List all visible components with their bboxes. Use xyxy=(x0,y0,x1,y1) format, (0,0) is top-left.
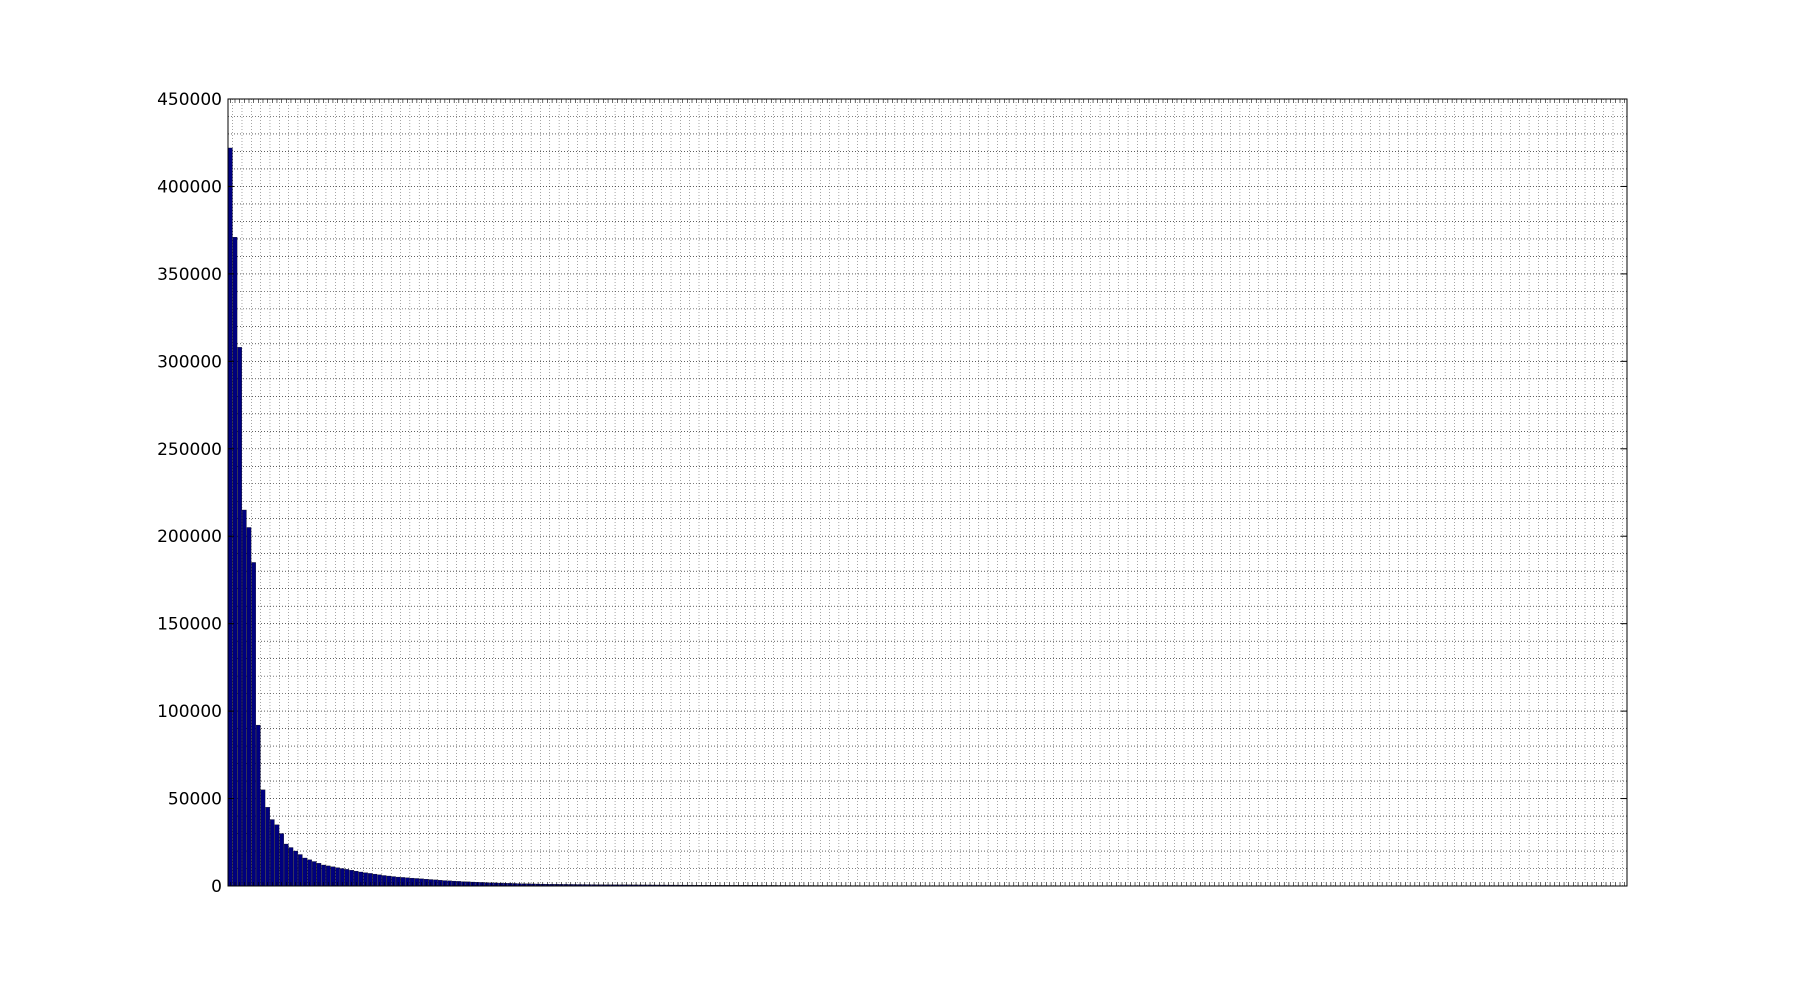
bar xyxy=(265,807,270,887)
bar xyxy=(298,854,303,887)
bar xyxy=(232,237,238,887)
y-tick-label: 150000 xyxy=(157,615,222,635)
bar xyxy=(251,562,256,887)
bar xyxy=(237,347,242,887)
y-tick-label: 100000 xyxy=(157,702,222,722)
y-tick-label: 200000 xyxy=(157,527,222,547)
bar xyxy=(242,509,247,887)
y-tick-label: 350000 xyxy=(157,265,222,285)
y-tick-label: 400000 xyxy=(157,177,222,197)
bar xyxy=(246,527,252,887)
bar xyxy=(284,843,289,887)
plot-frame xyxy=(227,98,1628,887)
bar xyxy=(228,147,233,887)
bar xyxy=(279,833,284,887)
bar xyxy=(293,850,298,887)
bar xyxy=(302,857,308,887)
bar xyxy=(260,789,266,887)
bar xyxy=(288,847,294,887)
bar xyxy=(270,819,275,887)
bar xyxy=(274,824,280,887)
ticks-layer xyxy=(228,98,1627,887)
y-tick-label: 300000 xyxy=(157,352,222,372)
y-tick-label: 250000 xyxy=(157,440,222,460)
y-tick-label: 50000 xyxy=(168,790,222,810)
bar xyxy=(256,724,261,887)
y-axis-labels: 0 50000 100000 150000 200000 250000 300000 3500… xyxy=(157,90,222,897)
grid-layer xyxy=(228,99,1627,886)
y-tick-label: 0 xyxy=(211,877,222,897)
y-tick-label: 450000 xyxy=(157,90,222,110)
